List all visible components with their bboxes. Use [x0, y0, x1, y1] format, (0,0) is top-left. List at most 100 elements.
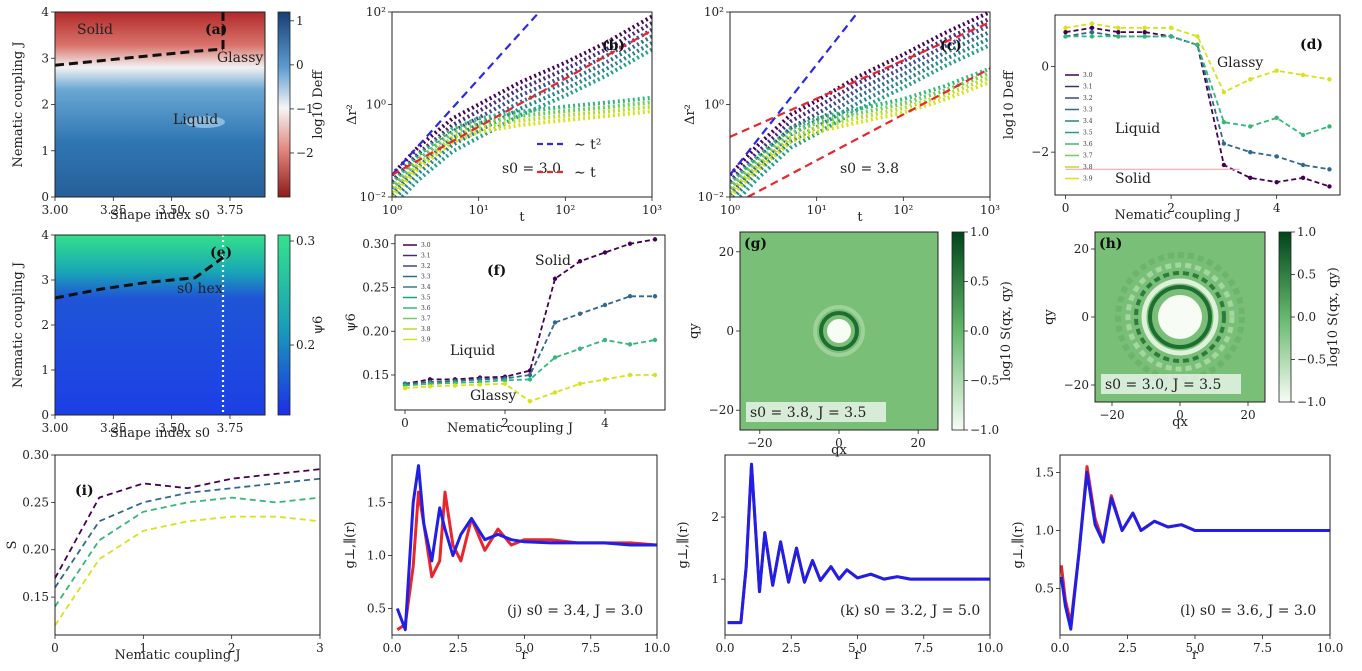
curve-marker	[652, 372, 658, 378]
central-peak	[1158, 295, 1202, 339]
y-axis-label: log10 Deff	[1002, 69, 1017, 139]
annotation: (j) s0 = 3.4, J = 3.0	[507, 603, 643, 619]
x-axis-label: Shape index s0	[110, 208, 210, 223]
curve-marker	[652, 237, 658, 242]
y-tick-label: 0.20	[362, 324, 389, 338]
x-tick-label: 10²	[893, 203, 913, 217]
msd-series-fast	[399, 47, 652, 197]
legend-label: 3.7	[1083, 153, 1093, 160]
curve-marker	[1274, 154, 1279, 159]
legend-label: 3.9	[421, 337, 431, 344]
curve-marker	[552, 390, 558, 395]
curve-marker	[527, 399, 533, 404]
x-tick-label: 10¹	[469, 203, 489, 217]
x-tick-label: 0.0	[1050, 641, 1069, 655]
x-tick-label: 3	[316, 641, 324, 655]
annotation: s0 = 3.8, J = 3.5	[750, 405, 866, 421]
gr-series	[1059, 465, 1330, 625]
curve-marker	[1248, 77, 1253, 82]
guide-t2	[392, 12, 541, 176]
colorbar-tick-label: −1.0	[970, 423, 999, 437]
msd-series-slow	[730, 80, 990, 197]
y-axis-label: Nematic coupling J	[11, 41, 26, 167]
msd-series-slow	[730, 66, 990, 185]
phase-boundary	[54, 47, 224, 67]
gr-series	[395, 464, 657, 632]
annotation: s0 = 3.0	[502, 161, 561, 177]
curve-marker	[1168, 25, 1174, 31]
panel-label: (a)	[205, 22, 227, 38]
curve-marker	[1221, 89, 1227, 95]
curve-marker	[477, 382, 483, 387]
colorbar-tick-label: −2	[296, 146, 314, 160]
label-solid: Solid	[1115, 171, 1151, 187]
msd-series-slow	[392, 100, 652, 189]
x-tick-label: 10¹	[807, 203, 827, 217]
colorbar-tick-label: 1.0	[970, 225, 989, 239]
legend-label: 3.2	[421, 263, 431, 270]
curve-marker	[1089, 21, 1095, 26]
legend-label: 3.6	[421, 305, 431, 312]
curve-marker	[627, 294, 633, 299]
label-solid: Solid	[535, 253, 571, 269]
x-axis-label: Nematic coupling J	[447, 421, 573, 436]
x-tick-label: 0	[835, 436, 843, 450]
x-axis-label: Nematic coupling J	[1114, 208, 1240, 223]
msd-series-fast	[737, 43, 990, 197]
curve-marker	[1274, 68, 1279, 73]
colorbar-tick-label: 1	[296, 14, 304, 28]
x-tick-label: 2	[228, 641, 236, 655]
gr-series	[727, 462, 990, 625]
x-tick-label: 20	[1240, 408, 1255, 422]
curve-marker	[1142, 25, 1147, 31]
curve-marker	[577, 346, 583, 351]
curve-marker	[1116, 29, 1121, 35]
curve-marker	[1248, 175, 1253, 181]
panel-a: 3.00 3.25 3.50 3.75 0 1 2 3 4 Shape index s0 Nemat…	[11, 5, 326, 223]
y-tick-label: 3	[41, 51, 49, 65]
heatmap-field	[55, 235, 265, 415]
y-axis-label: Δr²	[683, 104, 698, 125]
x-tick-label: 3.75	[217, 203, 244, 217]
curve-series	[1065, 31, 1330, 171]
label-liquid: Liquid	[173, 112, 218, 128]
legend-label: 3.8	[421, 326, 431, 333]
x-tick-label: 10.0	[1317, 641, 1344, 655]
x-tick-label: 2.5	[449, 641, 468, 655]
curve-series	[54, 496, 321, 608]
panel-label: (i)	[75, 483, 94, 499]
colorbar-tick-label: 0.0	[970, 324, 989, 338]
curve-series	[54, 468, 321, 579]
x-tick-label: 10⁰	[720, 203, 740, 217]
x-tick-label: 4	[1273, 201, 1281, 215]
x-tick-label: 10³	[980, 203, 1000, 217]
panel-d: 0 2 4 0 −2 Nematic coupling J log10 Deff (d) Gla…	[1002, 14, 1341, 223]
curve-marker	[577, 311, 583, 316]
plot-frame	[1054, 14, 1341, 196]
curve-marker	[1327, 77, 1332, 82]
msd-series-slow	[730, 71, 990, 190]
label-s0-hex: s0 hex	[177, 281, 223, 297]
y-tick-label: 0.20	[22, 543, 49, 557]
panel-label: (c)	[940, 38, 962, 54]
legend-label: 3.0	[1083, 72, 1093, 79]
colorbar	[1278, 231, 1292, 403]
curve-marker	[1274, 179, 1279, 185]
x-tick-label: 3.25	[100, 421, 127, 435]
panel-g: −20 0 20 20 0 −20 qx qy (g) s0 = 3.8, J = 3.5 1.0 0…	[687, 225, 1014, 458]
y-tick-label: 2	[41, 98, 49, 112]
y-axis-label: g⊥,∥(r)	[676, 521, 691, 568]
x-axis-label: Shape index s0	[110, 426, 210, 441]
curve-marker	[1248, 149, 1253, 155]
x-tick-label: 10³	[642, 203, 662, 217]
curve-marker	[602, 337, 608, 343]
curve-marker	[402, 385, 408, 391]
panel-label: (e)	[210, 245, 232, 261]
legend-label-t: ∼ t	[574, 165, 596, 181]
plot-frame	[54, 454, 321, 636]
curve-marker	[577, 381, 583, 386]
msd-series-fast	[730, 12, 990, 177]
msd-series-fast	[392, 14, 652, 177]
